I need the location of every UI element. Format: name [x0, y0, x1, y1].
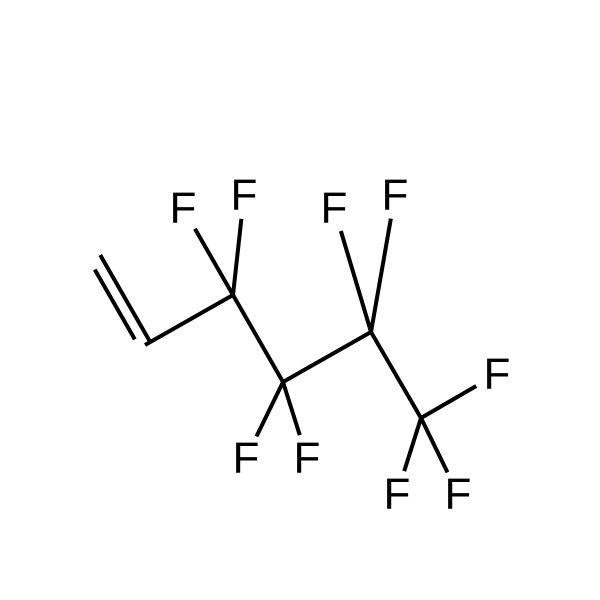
bond — [371, 332, 421, 418]
atom-label-f: F — [384, 470, 411, 519]
bond — [145, 295, 233, 345]
atom-label-f: F — [294, 434, 321, 483]
atom-label-f: F — [445, 470, 472, 519]
bond — [283, 332, 371, 382]
bond — [421, 418, 447, 472]
atom-label-f: F — [231, 171, 258, 220]
bonds-layer — [95, 219, 476, 473]
atom-label-f: F — [484, 350, 511, 399]
bond — [283, 382, 300, 435]
atom-label-f: F — [382, 171, 409, 220]
bond — [195, 229, 233, 295]
bond — [233, 219, 241, 295]
atom-label-f: F — [233, 434, 260, 483]
bond — [100, 255, 150, 342]
bond — [371, 219, 391, 332]
bond — [257, 382, 283, 436]
atom-label-f: F — [170, 184, 197, 233]
bond — [233, 295, 283, 382]
bond — [341, 231, 371, 332]
labels-layer: FFFFFFFFF — [170, 171, 511, 519]
bond — [421, 386, 476, 418]
atom-label-f: F — [321, 184, 348, 233]
bond — [404, 418, 421, 471]
molecule-diagram: FFFFFFFFF — [0, 0, 600, 600]
